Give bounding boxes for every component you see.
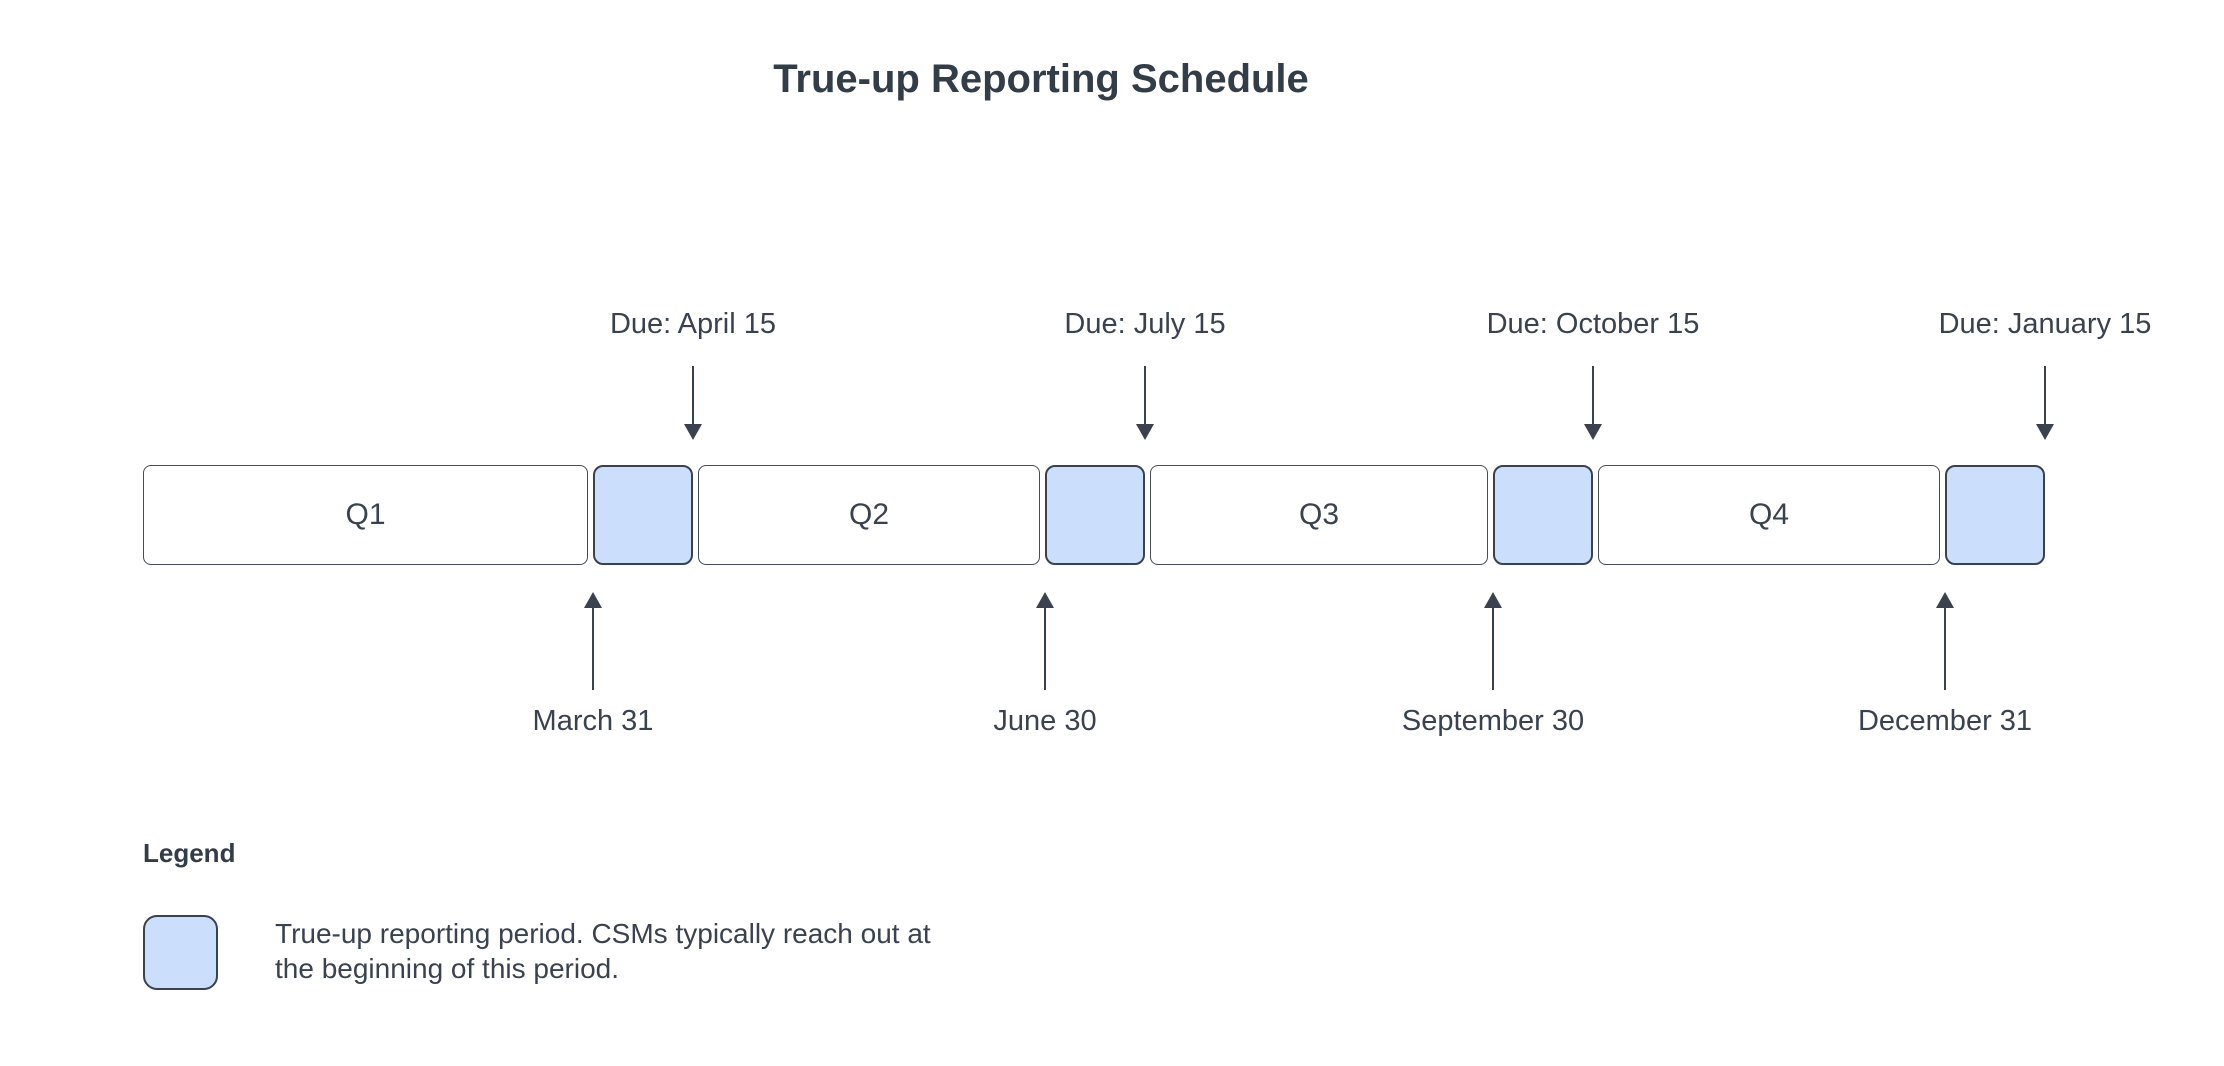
due-label-january: Due: January 15	[1938, 308, 2152, 340]
arrow-head	[1584, 424, 1602, 440]
arrow-line	[1144, 366, 1146, 426]
trueup-period-box-1	[593, 465, 693, 565]
arrow-line	[1492, 606, 1494, 690]
legend-trueup-swatch	[143, 915, 218, 990]
quarter-end-arrow-up-icon	[1936, 592, 1954, 690]
legend-heading: Legend	[143, 838, 236, 868]
page-title: True-up Reporting Schedule	[773, 57, 1309, 101]
arrow-head	[584, 592, 602, 608]
arrow-head	[1484, 592, 1502, 608]
due-arrow-down-icon	[2036, 366, 2054, 440]
due-arrow-down-icon	[1136, 366, 1154, 440]
arrow-line	[2044, 366, 2046, 426]
quarter-box-q1: Q1	[143, 465, 588, 565]
quarter-end-arrow-up-icon	[584, 592, 602, 690]
arrow-head	[2036, 424, 2054, 440]
quarter-end-arrow-up-icon	[1036, 592, 1054, 690]
due-label-april: Due: April 15	[609, 308, 777, 340]
quarter-label: Q4	[1748, 498, 1790, 531]
quarter-end-label-june: June 30	[993, 705, 1097, 737]
due-arrow-down-icon	[1584, 366, 1602, 440]
due-arrow-down-icon	[684, 366, 702, 440]
quarter-box-q4: Q4	[1598, 465, 1940, 565]
arrow-line	[692, 366, 694, 426]
quarter-box-q2: Q2	[698, 465, 1040, 565]
arrow-line	[592, 606, 594, 690]
quarter-label: Q2	[848, 498, 890, 531]
due-label-october: Due: October 15	[1486, 308, 1700, 340]
quarter-label: Q3	[1298, 498, 1340, 531]
arrow-head	[684, 424, 702, 440]
quarter-end-label-september: September 30	[1401, 705, 1585, 737]
trueup-period-box-3	[1493, 465, 1593, 565]
quarter-end-label-march: March 31	[532, 705, 654, 737]
quarter-end-label-december: December 31	[1857, 705, 2033, 737]
trueup-period-box-2	[1045, 465, 1145, 565]
quarter-label: Q1	[345, 498, 386, 531]
arrow-line	[1044, 606, 1046, 690]
trueup-period-box-4	[1945, 465, 2045, 565]
arrow-line	[1592, 366, 1594, 426]
due-label-july: Due: July 15	[1064, 308, 1226, 340]
quarter-end-arrow-up-icon	[1484, 592, 1502, 690]
arrow-line	[1944, 606, 1946, 690]
legend-description: True-up reporting period. CSMs typically…	[275, 918, 931, 984]
arrow-head	[1936, 592, 1954, 608]
quarter-box-q3: Q3	[1150, 465, 1488, 565]
arrow-head	[1136, 424, 1154, 440]
arrow-head	[1036, 592, 1054, 608]
